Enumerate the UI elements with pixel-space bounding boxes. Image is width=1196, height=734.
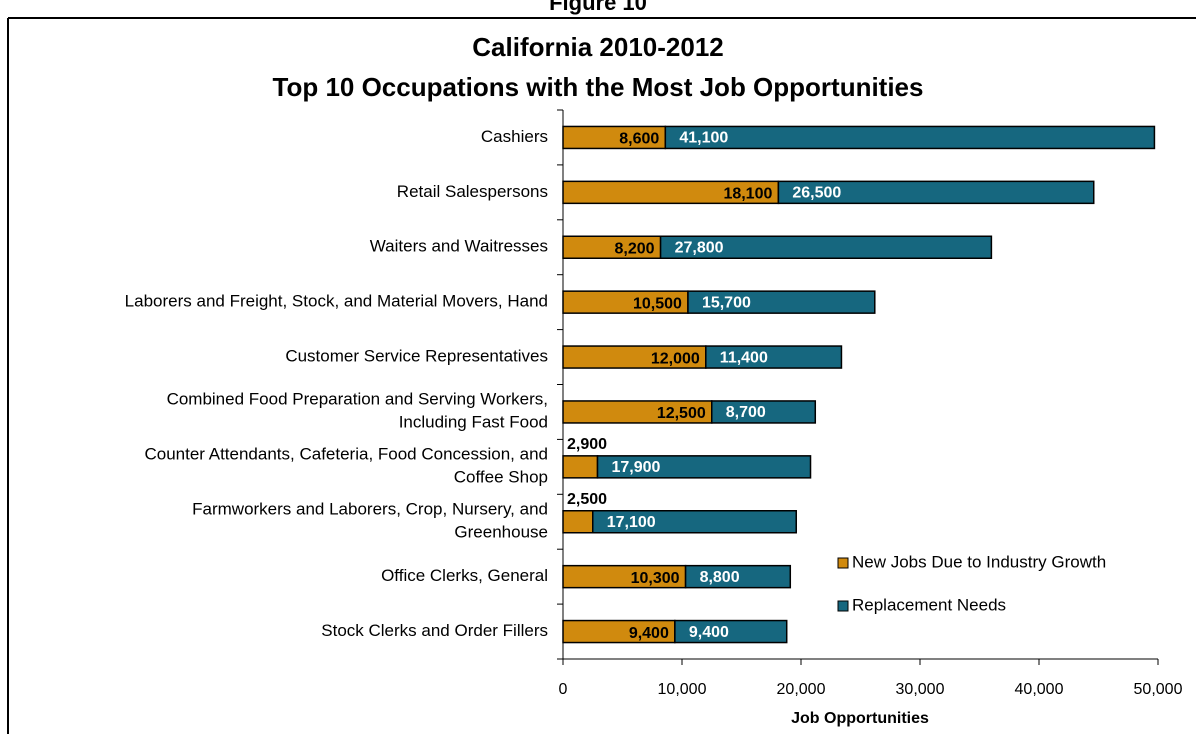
- bar-segment: [705, 345, 843, 369]
- bar-segment: [777, 180, 1095, 205]
- y-tick-label: Office Clerks, General: [381, 566, 548, 585]
- data-label: 41,100: [679, 130, 728, 147]
- data-label: 17,100: [607, 514, 656, 531]
- data-label: 18,100: [723, 186, 772, 203]
- y-tick-label: Farmworkers and Laborers, Crop, Nursery,…: [192, 500, 548, 542]
- y-tick-label: Laborers and Freight, Stock, and Materia…: [125, 292, 548, 311]
- x-tick-label: 30,000: [896, 681, 945, 698]
- data-label: 8,700: [726, 404, 766, 421]
- bar-segment: [664, 125, 1156, 150]
- legend-swatch: [837, 600, 849, 612]
- y-tick-label: Waiters and Waitresses: [370, 237, 548, 256]
- bar-segment: [562, 510, 594, 534]
- data-label: 10,300: [631, 570, 680, 587]
- legend-label: Replacement Needs: [852, 595, 1006, 614]
- x-tick-label: 10,000: [658, 681, 707, 698]
- data-label: 9,400: [629, 625, 669, 642]
- legend-swatch: [837, 557, 849, 569]
- data-label: 12,500: [657, 405, 706, 422]
- y-tick-label: Customer Service Representatives: [285, 347, 548, 366]
- x-axis-title: Job Opportunities: [791, 710, 929, 727]
- data-label: 12,000: [651, 350, 700, 367]
- data-label: 2,500: [567, 491, 607, 508]
- chart-title: California 2010-2012: [472, 32, 723, 62]
- x-tick-label: 0: [559, 681, 568, 698]
- bar-segment: [659, 235, 993, 259]
- data-label: 8,800: [700, 569, 740, 586]
- data-label: 8,200: [615, 240, 655, 257]
- x-tick-label: 20,000: [777, 681, 826, 698]
- x-tick-label: 50,000: [1134, 681, 1183, 698]
- y-tick-label: Cashiers: [481, 127, 548, 146]
- data-label: 15,700: [702, 294, 751, 311]
- x-tick-label: 40,000: [1015, 681, 1064, 698]
- data-label: 11,400: [720, 349, 768, 366]
- bar-segment: [684, 564, 792, 589]
- y-tick-label: Stock Clerks and Order Fillers: [321, 621, 548, 640]
- legend-label: New Jobs Due to Industry Growth: [852, 552, 1106, 571]
- bar-segment: [687, 290, 876, 314]
- chart-title: Top 10 Occupations with the Most Job Opp…: [273, 72, 924, 102]
- data-label: 26,500: [792, 185, 841, 202]
- bar-segment: [592, 510, 797, 534]
- y-tick-label: Counter Attendants, Cafeteria, Food Conc…: [144, 445, 548, 487]
- data-label: 27,800: [675, 239, 724, 256]
- bar-segment: [596, 455, 812, 479]
- data-label: 9,400: [689, 624, 729, 641]
- data-label: 2,900: [567, 436, 607, 453]
- bar-segment: [711, 400, 817, 424]
- figure-label: Figure 10: [549, 0, 647, 15]
- data-label: 10,500: [633, 295, 682, 312]
- data-label: 17,900: [612, 459, 661, 476]
- y-tick-label: Retail Salespersons: [397, 182, 548, 201]
- data-label: 8,600: [619, 131, 659, 148]
- bar-segment: [562, 455, 599, 479]
- y-tick-label: Combined Food Preparation and Serving Wo…: [167, 390, 548, 432]
- bar-segment: [674, 619, 788, 644]
